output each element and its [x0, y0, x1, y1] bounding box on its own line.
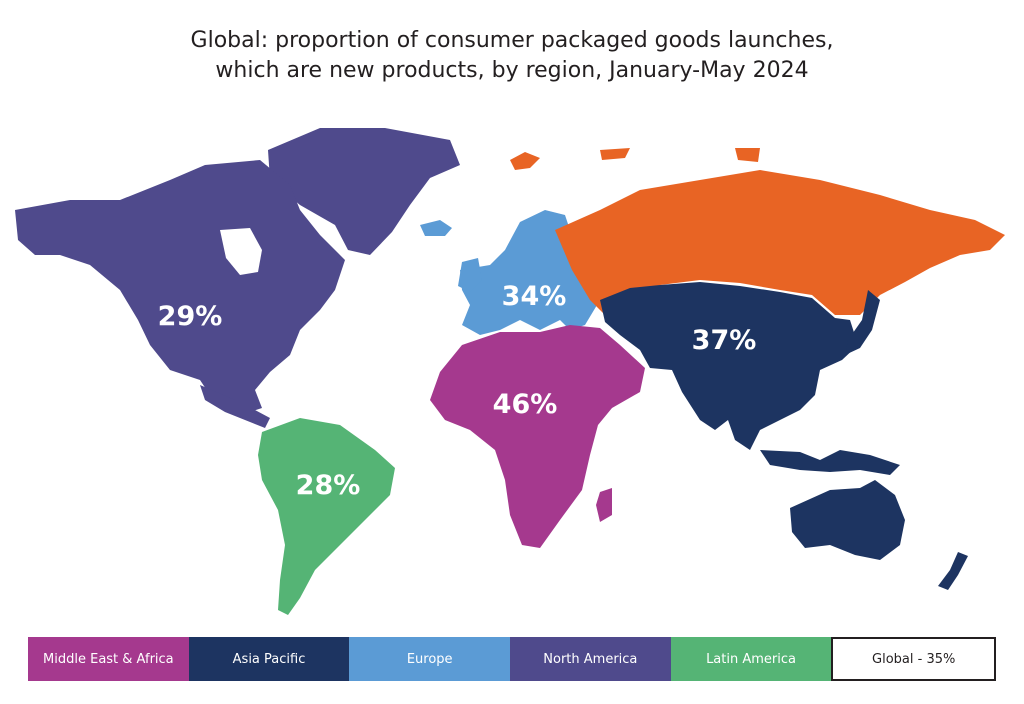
- title-line-2: which are new products, by region, Janua…: [215, 58, 809, 83]
- label-middle-east-africa: 46%: [493, 389, 558, 420]
- asia-pacific-shape: [600, 282, 858, 450]
- latin-america-shape: [258, 418, 395, 615]
- legend-global: Global - 35%: [831, 637, 997, 681]
- russia-islands-shape: [510, 148, 760, 170]
- central-america-shape: [200, 385, 270, 428]
- legend-latin-america: Latin America: [670, 637, 832, 681]
- legend-north-america: North America: [510, 637, 671, 681]
- title-line-1: Global: proportion of consumer packaged …: [190, 28, 834, 53]
- iceland-shape: [420, 220, 452, 236]
- legend-middle-east-africa: Middle East & Africa: [28, 637, 189, 681]
- greenland-shape: [268, 128, 460, 255]
- madagascar-shape: [596, 488, 612, 522]
- japan-shape: [845, 290, 880, 355]
- chart-title: Global: proportion of consumer packaged …: [0, 26, 1024, 86]
- se-asia-islands-shape: [760, 450, 900, 475]
- world-map: 29% 28% 34% 46% 37%: [15, 128, 1005, 615]
- australia-shape: [790, 480, 905, 560]
- hudson-bay: [220, 228, 262, 275]
- north-america-shape: [15, 160, 345, 412]
- label-north-america: 29%: [158, 301, 223, 332]
- legend-asia-pacific: Asia Pacific: [188, 637, 350, 681]
- label-asia-pacific: 37%: [692, 325, 757, 356]
- uk-shape: [458, 258, 482, 292]
- middle-east-africa-shape: [430, 325, 645, 548]
- legend-europe: Europe: [349, 637, 511, 681]
- legend: Middle East & Africa Asia Pacific Europe…: [28, 637, 997, 681]
- label-latin-america: 28%: [296, 470, 361, 501]
- russia-shape: [555, 170, 1005, 320]
- new-zealand-shape: [938, 552, 968, 590]
- label-europe: 34%: [502, 281, 567, 312]
